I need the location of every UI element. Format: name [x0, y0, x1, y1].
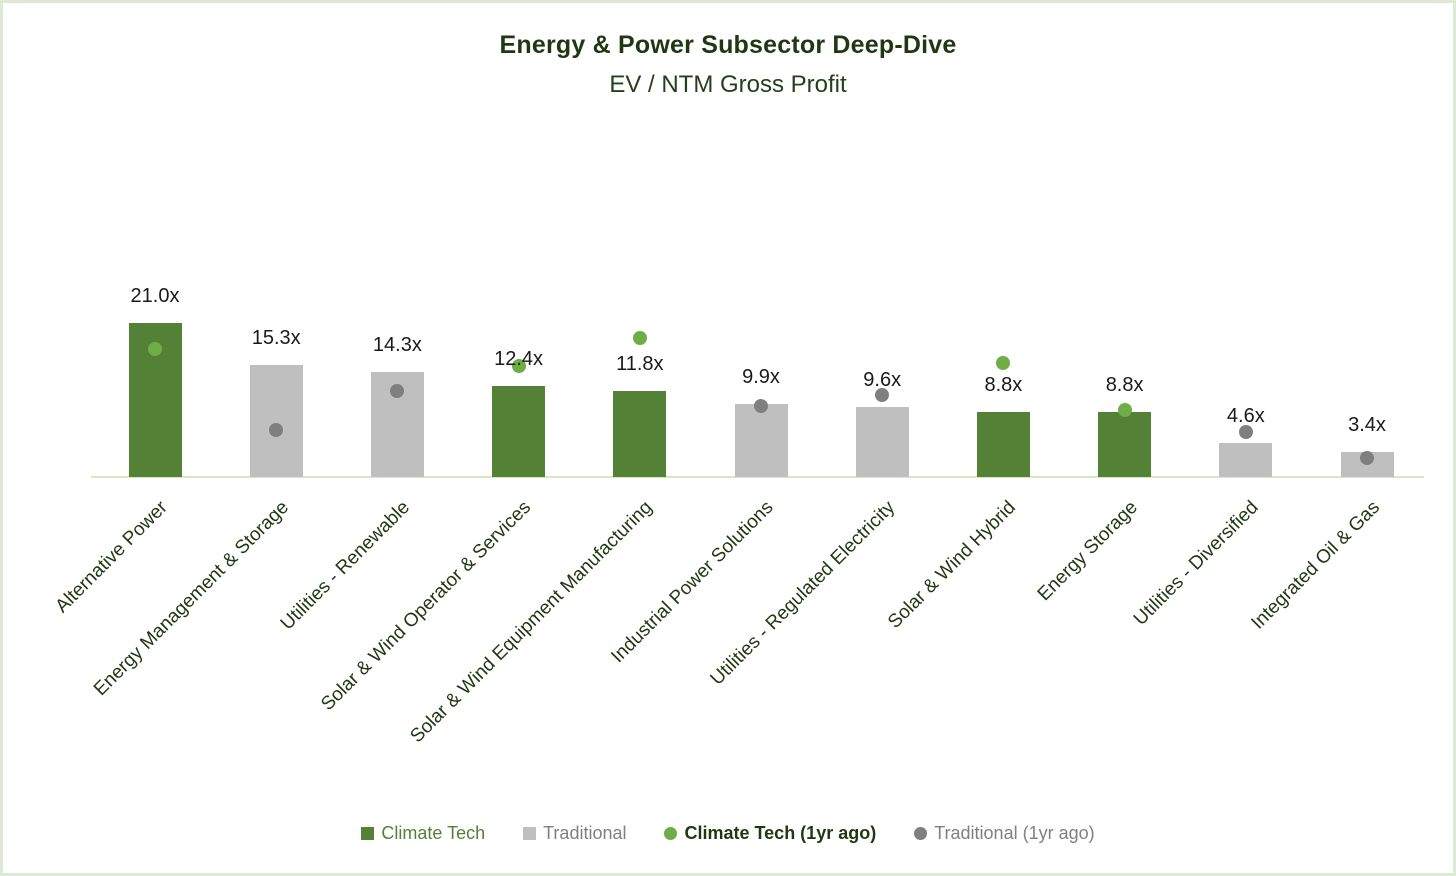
category-label: Solar & Wind Hybrid [884, 497, 1021, 633]
value-label: 8.8x [1105, 374, 1144, 397]
value-label: 9.6x [863, 368, 902, 391]
legend-circle-icon [664, 827, 678, 840]
value-label: 14.3x [372, 334, 422, 357]
legend-label: Traditional (1yr ago) [934, 823, 1095, 843]
category-label: Solar & Wind Operator & Services [317, 497, 536, 715]
legend-item: Climate Tech (1yr ago) [664, 823, 876, 844]
dot-marker-1yr-ago [754, 398, 768, 413]
legend-label: Traditional [543, 823, 627, 843]
value-label: 3.4x [1348, 414, 1386, 437]
legend: Climate Tech Traditional Climate Tech (1yr… [3, 823, 1453, 844]
bar [613, 390, 667, 477]
dot-marker-1yr-ago [511, 358, 526, 373]
category-label: Solar & Wind Equipment Manufacturing [406, 497, 657, 748]
value-label: 8.8x [984, 374, 1023, 397]
bar [249, 364, 303, 477]
category-label: Energy Storage [1033, 497, 1142, 606]
bar [734, 404, 788, 477]
value-label: 11.8x [616, 352, 664, 375]
legend-square-icon [523, 827, 537, 840]
dot-marker-1yr-ago [148, 342, 162, 357]
legend-item: Traditional (1yr ago) [914, 823, 1095, 844]
dot-marker-1yr-ago [875, 387, 890, 402]
value-label: 9.9x [742, 366, 780, 389]
category-label: Alternative Power [51, 497, 172, 618]
value-label: 15.3x [251, 326, 301, 349]
dot-marker-1yr-ago [1117, 403, 1132, 418]
legend-label: Climate Tech [381, 823, 486, 843]
x-axis-line [91, 476, 1424, 478]
category-label: Utilities - Renewable [276, 497, 415, 635]
legend-item: Traditional [523, 823, 626, 844]
plot-area: 21.0x Alternative Power 15.3x Energy Manage… [3, 3, 1453, 873]
legend-item: Climate Tech [361, 823, 485, 844]
bar [855, 406, 909, 477]
chart-subtitle: EV / NTM Gross Profit [609, 71, 847, 98]
value-label: 21.0x [130, 285, 180, 308]
bar [976, 412, 1030, 477]
category-label: Energy Management & Storage [89, 497, 294, 701]
value-label: 4.6x [1226, 405, 1265, 428]
bar [1219, 443, 1273, 477]
legend-circle-icon [914, 827, 928, 840]
dot-marker-1yr-ago [996, 355, 1011, 370]
legend-label: Climate Tech (1yr ago) [684, 823, 877, 843]
dot-marker-1yr-ago [1360, 450, 1374, 465]
bar [492, 386, 546, 477]
dot-marker-1yr-ago [1238, 424, 1253, 439]
dot-marker-1yr-ago [390, 383, 405, 398]
category-label: Utilities - Diversified [1129, 497, 1263, 630]
dot-marker-1yr-ago [269, 423, 284, 438]
category-label: Integrated Oil & Gas [1247, 497, 1384, 634]
dot-marker-1yr-ago [632, 331, 647, 346]
legend-square-icon [361, 827, 375, 840]
value-label: 12.4x [494, 348, 544, 371]
bar [1098, 412, 1152, 477]
chart-title: Energy & Power Subsector Deep-Dive [499, 31, 957, 59]
